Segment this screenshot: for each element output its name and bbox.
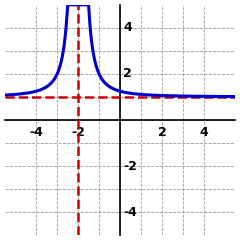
Text: -2: -2 xyxy=(123,160,137,173)
Text: 2: 2 xyxy=(123,67,132,80)
Text: 4: 4 xyxy=(123,21,132,34)
Text: 4: 4 xyxy=(199,126,208,139)
Text: -4: -4 xyxy=(29,126,43,139)
Text: -4: -4 xyxy=(123,206,137,219)
Text: 2: 2 xyxy=(157,126,166,139)
Text: -2: -2 xyxy=(71,126,85,139)
